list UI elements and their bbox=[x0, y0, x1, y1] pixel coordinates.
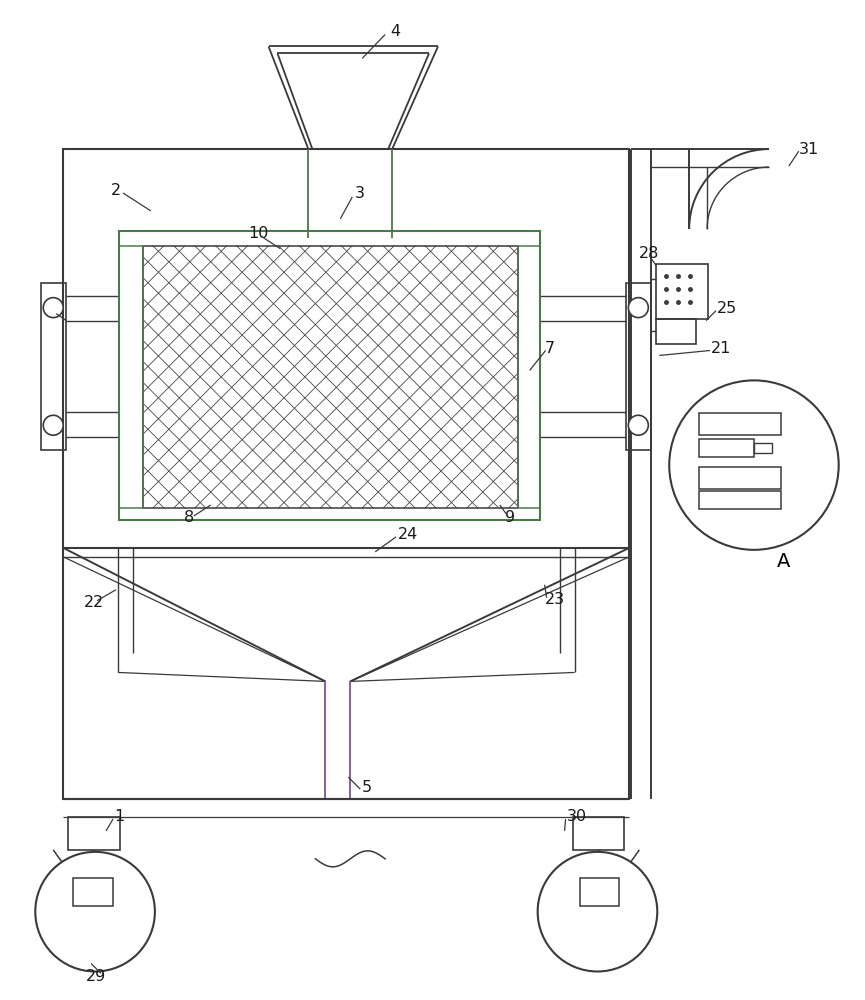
Circle shape bbox=[35, 852, 155, 971]
Text: 2: 2 bbox=[111, 183, 121, 198]
Circle shape bbox=[43, 298, 63, 318]
Bar bbox=[119, 246, 143, 508]
Bar bbox=[657, 264, 708, 319]
Text: 7: 7 bbox=[545, 341, 554, 356]
Text: A: A bbox=[777, 552, 791, 571]
Bar bbox=[699, 467, 781, 489]
Circle shape bbox=[538, 852, 657, 971]
Text: 6: 6 bbox=[48, 303, 57, 318]
Text: 9: 9 bbox=[505, 510, 515, 525]
Text: 3: 3 bbox=[356, 186, 365, 201]
Bar bbox=[699, 439, 754, 457]
Text: 31: 31 bbox=[798, 142, 819, 157]
Bar bbox=[143, 246, 518, 508]
Text: 23: 23 bbox=[545, 592, 565, 607]
Circle shape bbox=[628, 298, 648, 318]
Bar bbox=[573, 817, 625, 850]
Text: 28: 28 bbox=[639, 246, 660, 261]
Bar bbox=[74, 878, 113, 906]
Circle shape bbox=[43, 415, 63, 435]
Bar bbox=[699, 491, 781, 509]
Text: 21: 21 bbox=[711, 341, 732, 356]
Text: 5: 5 bbox=[362, 780, 372, 795]
Circle shape bbox=[670, 380, 839, 550]
Text: 4: 4 bbox=[390, 24, 400, 39]
Text: 25: 25 bbox=[717, 301, 737, 316]
Text: 29: 29 bbox=[86, 969, 106, 984]
Bar bbox=[657, 319, 696, 344]
Bar bbox=[42, 283, 67, 450]
Bar bbox=[626, 283, 651, 450]
Text: 1: 1 bbox=[114, 809, 125, 824]
Circle shape bbox=[628, 415, 648, 435]
Bar bbox=[699, 413, 781, 435]
Text: 10: 10 bbox=[248, 226, 269, 241]
Bar bbox=[580, 878, 619, 906]
Bar bbox=[68, 817, 120, 850]
Text: 30: 30 bbox=[567, 809, 586, 824]
Bar bbox=[518, 246, 540, 508]
Bar bbox=[63, 149, 630, 799]
Bar bbox=[119, 231, 540, 520]
Text: 24: 24 bbox=[398, 527, 419, 542]
Text: 8: 8 bbox=[183, 510, 194, 525]
Bar bbox=[754, 443, 772, 453]
Text: 22: 22 bbox=[84, 595, 105, 610]
